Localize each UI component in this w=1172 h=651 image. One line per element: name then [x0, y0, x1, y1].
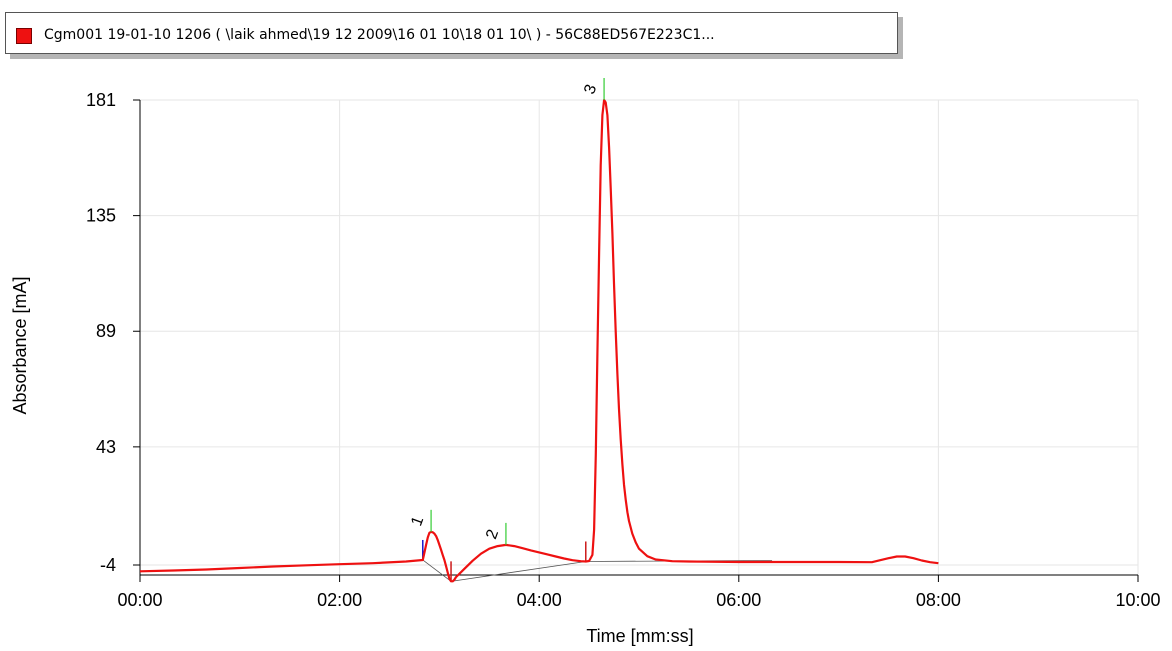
y-tick-label: 181 — [86, 90, 116, 110]
x-tick-label: 04:00 — [517, 590, 562, 610]
x-tick-label: 02:00 — [317, 590, 362, 610]
peak-labels: 1 2 3 — [408, 78, 605, 545]
baseline-segment — [422, 559, 452, 582]
x-tick-label: 00:00 — [117, 590, 162, 610]
peak-label: 2 — [483, 527, 502, 541]
x-tick-label: 06:00 — [716, 590, 761, 610]
legend-box: Cgm001 19-01-10 1206 ( \laik ahmed\19 12… — [5, 12, 898, 54]
y-tick-label: 43 — [96, 437, 116, 457]
x-tick-label: 08:00 — [916, 590, 961, 610]
legend-text: Cgm001 19-01-10 1206 ( \laik ahmed\19 12… — [44, 27, 715, 43]
series-line — [139, 98, 939, 583]
tick-labels: 00:00 02:00 04:00 06:00 08:00 10:00 -4 43 89 135 1… — [86, 90, 1161, 610]
y-tick-label: 135 — [86, 206, 116, 226]
series — [139, 98, 939, 583]
y-tick-label: 89 — [96, 321, 116, 341]
x-tick-label: 10:00 — [1115, 590, 1160, 610]
y-axis-title: Absorbance [mA] — [10, 276, 30, 414]
x-axis-title: Time [mm:ss] — [586, 626, 693, 646]
legend-swatch — [16, 28, 32, 44]
grid — [140, 99, 1139, 575]
baselines — [422, 559, 773, 582]
peak-label: 3 — [581, 82, 600, 96]
baseline-segment — [450, 561, 586, 582]
peak-label: 1 — [408, 514, 427, 528]
axes — [139, 100, 1138, 576]
y-tick-label: -4 — [100, 555, 116, 575]
